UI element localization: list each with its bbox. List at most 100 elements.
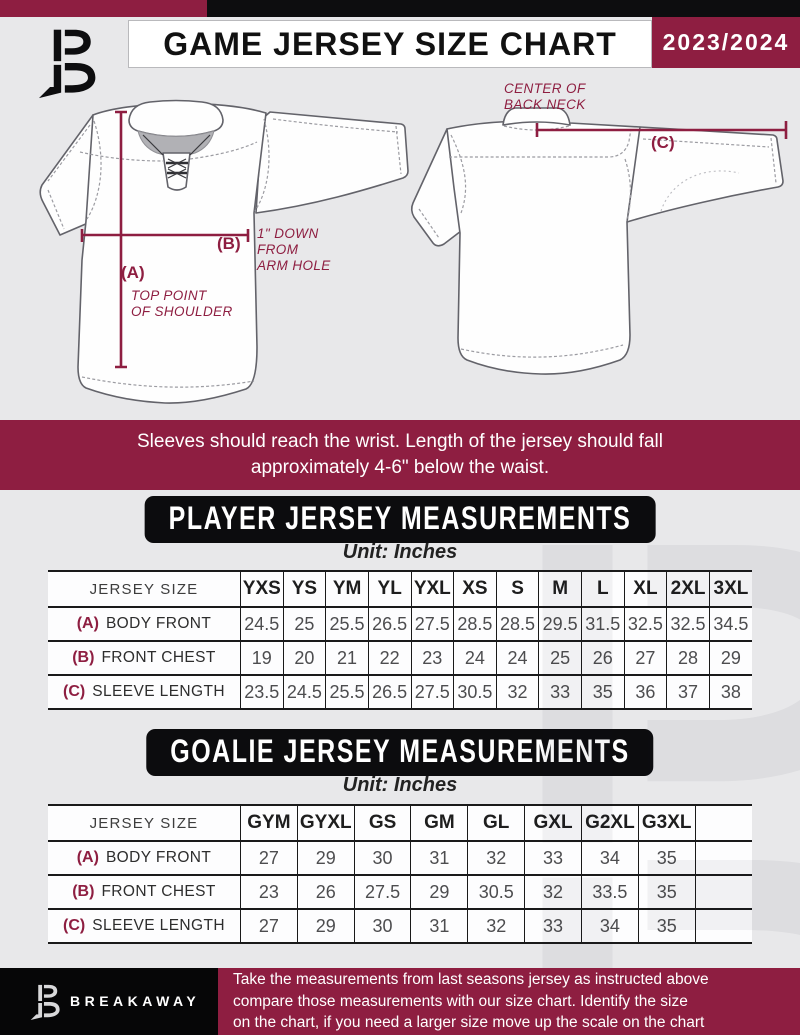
- page-title: GAME JERSEY SIZE CHART: [163, 25, 617, 62]
- size-column-header: GXL: [524, 805, 582, 841]
- value-cell: 26: [581, 640, 625, 675]
- value-cell: 23.5: [240, 674, 284, 709]
- value-cell: 21: [325, 640, 369, 675]
- value-cell: 35: [637, 874, 696, 909]
- value-cell: [694, 840, 752, 875]
- measure-line-c: [535, 121, 788, 139]
- footer-brand-panel: BREAKAWAY: [0, 968, 218, 1035]
- goalie-section-title: GOALIE JERSEY MEASUREMENTS: [170, 733, 630, 770]
- row-key: (B): [72, 883, 95, 900]
- value-cell: 29: [296, 908, 355, 943]
- table-corner-cell: JERSEY SIZE: [48, 805, 241, 841]
- value-cell: 26: [296, 874, 355, 909]
- size-column-header: 2XL: [666, 571, 710, 607]
- size-column-header: YM: [325, 571, 369, 607]
- value-cell: 22: [367, 640, 411, 675]
- row-label: BODY FRONT: [105, 849, 212, 866]
- player-unit-label: Unit: Inches: [342, 541, 458, 563]
- table-row: (A) BODY FRONT 24.5 25 25.5 26.5 27.5 28.5 28.5 2…: [48, 606, 752, 641]
- value-cell: 25.5: [325, 606, 369, 641]
- value-cell: 20: [282, 640, 326, 675]
- row-key: (A): [76, 849, 99, 866]
- size-column-header: YL: [367, 571, 411, 607]
- value-cell: 36: [623, 674, 667, 709]
- value-cell: 25.5: [325, 674, 369, 709]
- table-row: (A) BODY FRONT 27 29 30 31 32 33 34 35: [48, 840, 752, 875]
- value-cell: 28: [666, 640, 710, 675]
- row-label-cell: (B) FRONT CHEST: [48, 640, 241, 675]
- value-cell: 26.5: [367, 606, 411, 641]
- row-label: BODY FRONT: [105, 615, 212, 632]
- measure-line-b: [80, 229, 250, 242]
- top-accent-bar-black: [207, 0, 800, 17]
- table-corner-cell: JERSEY SIZE: [48, 571, 241, 607]
- value-cell: 27: [623, 640, 667, 675]
- goalie-unit-label: Unit: Inches: [342, 774, 458, 796]
- value-cell: 24: [453, 640, 497, 675]
- size-column-header: M: [538, 571, 582, 607]
- value-cell: 34: [580, 840, 639, 875]
- size-column-header: GYXL: [296, 805, 355, 841]
- value-cell: [694, 874, 752, 909]
- value-cell: 28.5: [453, 606, 497, 641]
- value-cell: 30.5: [453, 674, 497, 709]
- back-jersey-body: [446, 120, 641, 375]
- size-column-header: GM: [410, 805, 468, 841]
- row-label: SLEEVE LENGTH: [92, 917, 225, 934]
- value-cell: 35: [581, 674, 625, 709]
- breakaway-logo-icon: [25, 26, 101, 100]
- value-cell: 25: [282, 606, 326, 641]
- size-column-header: L: [581, 571, 625, 607]
- goalie-section-title-box: GOALIE JERSEY MEASUREMENTS: [146, 729, 654, 776]
- player-size-table: JERSEY SIZE YXS YS YM YL YXL XS S M L XL 2XL 3XL (A) B…: [48, 570, 752, 710]
- table-header-row: JERSEY SIZE YXS YS YM YL YXL XS S M L XL 2XL 3XL: [48, 571, 752, 607]
- size-column-header: XL: [623, 571, 667, 607]
- value-cell: 32: [467, 840, 525, 875]
- footer-note-text: Take the measurements from last seasons …: [233, 971, 709, 1032]
- value-cell: [694, 908, 752, 943]
- value-cell: 19: [240, 640, 284, 675]
- value-cell: 33: [524, 908, 582, 943]
- size-column-header: S: [495, 571, 539, 607]
- row-label-cell: (C) SLEEVE LENGTH: [48, 908, 241, 943]
- size-column-header: YXL: [410, 571, 454, 607]
- season-label: 2023/2024: [662, 29, 790, 55]
- back-collar: [502, 107, 571, 126]
- row-label-cell: (B) FRONT CHEST: [48, 874, 241, 909]
- value-cell: 32.5: [623, 606, 667, 641]
- size-column-header: [694, 805, 752, 841]
- value-cell: 29: [708, 640, 752, 675]
- value-cell: 27: [240, 908, 298, 943]
- row-key: (C): [63, 683, 86, 700]
- table-row: (B) FRONT CHEST 23 26 27.5 29 30.5 32 33.5 35: [48, 874, 752, 909]
- value-cell: 27.5: [410, 674, 454, 709]
- value-cell: 34.5: [708, 606, 752, 641]
- fit-instruction-banner: Sleeves should reach the wrist. Length o…: [0, 420, 800, 490]
- value-cell: 35: [637, 840, 696, 875]
- table-header-row: JERSEY SIZE GYM GYXL GS GM GL GXL G2XL G3XL: [48, 805, 752, 841]
- row-label: SLEEVE LENGTH: [92, 683, 225, 700]
- player-section-title: PLAYER JERSEY MEASUREMENTS: [168, 500, 632, 537]
- breakaway-logo-icon-footer: [24, 980, 62, 1024]
- back-right-sleeve: [626, 126, 784, 223]
- page-title-box: GAME JERSEY SIZE CHART: [128, 20, 652, 68]
- value-cell: 23: [240, 874, 298, 909]
- value-cell: 37: [666, 674, 710, 709]
- value-cell: 24: [495, 640, 539, 675]
- goalie-size-table: JERSEY SIZE GYM GYXL GS GM GL GXL G2XL G3XL (A) BO…: [48, 804, 752, 944]
- front-lace-placket: [162, 152, 191, 191]
- row-label-cell: (A) BODY FRONT: [48, 840, 241, 875]
- value-cell: 32.5: [666, 606, 710, 641]
- value-cell: 33: [538, 674, 582, 709]
- table-row: (C) SLEEVE LENGTH 27 29 30 31 32 33 34 35: [48, 908, 752, 943]
- value-cell: 26.5: [367, 674, 411, 709]
- value-cell: 34: [580, 908, 639, 943]
- value-cell: 32: [524, 874, 582, 909]
- value-cell: 31.5: [581, 606, 625, 641]
- size-column-header: GYM: [240, 805, 298, 841]
- footer-brand-name: BREAKAWAY: [70, 993, 201, 1009]
- table-row: (C) SLEEVE LENGTH 23.5 24.5 25.5 26.5 27.5 30.5…: [48, 674, 752, 709]
- player-section-title-box: PLAYER JERSEY MEASUREMENTS: [144, 496, 656, 543]
- fit-instruction-text: Sleeves should reach the wrist. Length o…: [137, 430, 663, 478]
